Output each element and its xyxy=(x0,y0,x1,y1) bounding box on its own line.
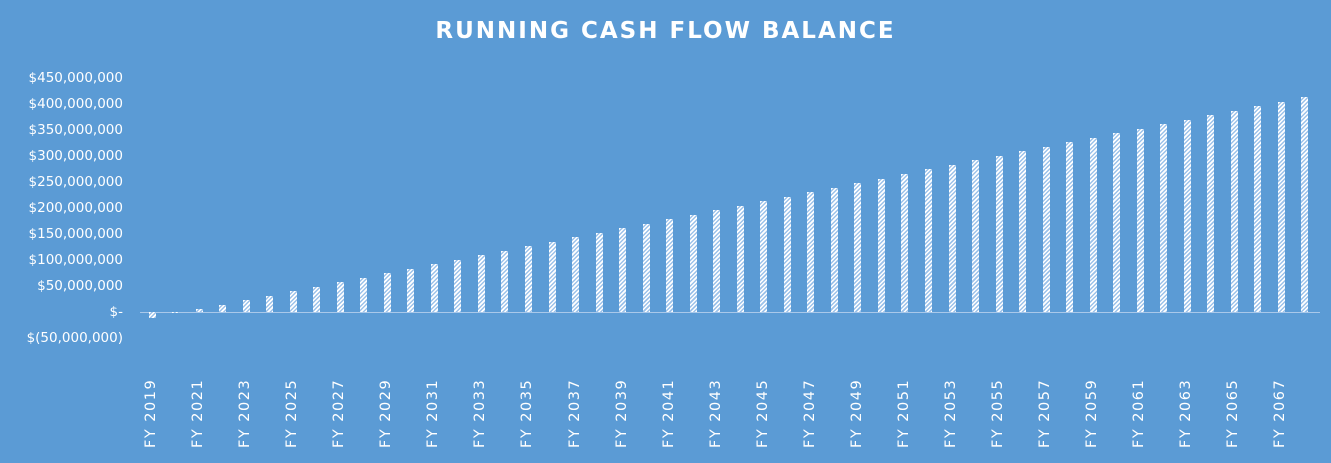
bar xyxy=(313,287,321,312)
bar xyxy=(948,164,956,312)
x-tick-label: FY 2043 xyxy=(707,378,724,448)
x-tick-label: FY 2061 xyxy=(1131,378,1148,448)
bar xyxy=(1277,101,1285,312)
bar xyxy=(289,291,297,312)
bar xyxy=(572,237,580,312)
bar xyxy=(1230,110,1238,312)
bar xyxy=(1089,137,1097,312)
y-tick-label: $350,000,000 xyxy=(28,122,123,138)
x-tick-label: FY 2031 xyxy=(425,378,442,448)
y-tick-label: $250,000,000 xyxy=(28,174,123,190)
bar xyxy=(972,160,980,312)
bar xyxy=(619,227,627,312)
x-tick-label: FY 2053 xyxy=(943,378,960,448)
y-tick-label: $150,000,000 xyxy=(28,226,123,242)
x-tick-label: FY 2023 xyxy=(237,378,254,448)
bar xyxy=(854,183,862,312)
x-tick-label: FY 2057 xyxy=(1037,378,1054,448)
x-tick-label: FY 2027 xyxy=(331,378,348,448)
x-tick-label: FY 2025 xyxy=(284,378,301,448)
x-tick-label: FY 2067 xyxy=(1272,378,1289,448)
bar xyxy=(760,201,768,312)
bar xyxy=(1066,141,1074,312)
bar xyxy=(1113,133,1121,312)
x-tick-label: FY 2047 xyxy=(801,378,818,448)
x-tick-label: FY 2041 xyxy=(660,378,677,448)
bar xyxy=(219,305,227,312)
bar xyxy=(148,312,156,318)
x-tick-label: FY 2063 xyxy=(1178,378,1195,448)
bar xyxy=(524,245,532,312)
bar xyxy=(242,300,250,312)
bar xyxy=(360,278,368,312)
x-axis-line xyxy=(140,312,1320,313)
bar xyxy=(901,174,909,312)
bar xyxy=(713,210,721,312)
x-tick-label: FY 2039 xyxy=(613,378,630,448)
bar xyxy=(172,312,180,313)
bar xyxy=(1160,123,1168,312)
y-tick-label: $(50,000,000) xyxy=(26,330,123,346)
bar xyxy=(1207,114,1215,312)
bar xyxy=(877,178,885,312)
y-tick-label: $50,000,000 xyxy=(37,278,123,294)
x-tick-label: FY 2033 xyxy=(472,378,489,448)
x-tick-label: FY 2059 xyxy=(1084,378,1101,448)
bar xyxy=(336,281,344,312)
x-tick-label: FY 2029 xyxy=(378,378,395,448)
x-tick-label: FY 2035 xyxy=(519,378,536,448)
bar xyxy=(548,241,556,312)
y-tick-label: $200,000,000 xyxy=(28,200,123,216)
bar xyxy=(195,308,203,312)
x-tick-label: FY 2065 xyxy=(1225,378,1242,448)
y-tick-label: $400,000,000 xyxy=(28,96,123,112)
bar xyxy=(501,251,509,312)
y-tick-label: $- xyxy=(109,304,123,320)
bar xyxy=(383,273,391,312)
y-tick-label: $450,000,000 xyxy=(28,70,123,86)
bar xyxy=(1042,147,1050,312)
bar xyxy=(995,156,1003,312)
bar xyxy=(1254,106,1262,312)
x-tick-label: FY 2049 xyxy=(848,378,865,448)
bar xyxy=(666,218,674,312)
bar xyxy=(595,232,603,312)
bar xyxy=(924,169,932,312)
bar xyxy=(407,268,415,312)
x-tick-label: FY 2019 xyxy=(143,378,159,448)
bar xyxy=(783,197,791,312)
bar xyxy=(266,295,274,312)
y-tick-label: $300,000,000 xyxy=(28,148,123,164)
bar xyxy=(689,214,697,312)
bar xyxy=(430,264,438,312)
bar xyxy=(1183,120,1191,312)
bar xyxy=(477,254,485,312)
x-tick-label: FY 2045 xyxy=(754,378,771,448)
bar xyxy=(830,188,838,312)
x-tick-label: FY 2021 xyxy=(190,378,207,448)
bar xyxy=(736,205,744,312)
x-tick-label: FY 2037 xyxy=(566,378,583,448)
x-tick-label: FY 2051 xyxy=(895,378,912,448)
chart-title: RUNNING CASH FLOW BALANCE xyxy=(435,18,896,44)
bar xyxy=(454,260,462,312)
x-tick-label: FY 2055 xyxy=(990,378,1007,448)
bar xyxy=(1019,150,1027,312)
bar xyxy=(1136,128,1144,312)
bar xyxy=(807,191,815,312)
bar xyxy=(1301,97,1309,312)
bar xyxy=(642,224,650,312)
y-tick-label: $100,000,000 xyxy=(28,252,123,268)
